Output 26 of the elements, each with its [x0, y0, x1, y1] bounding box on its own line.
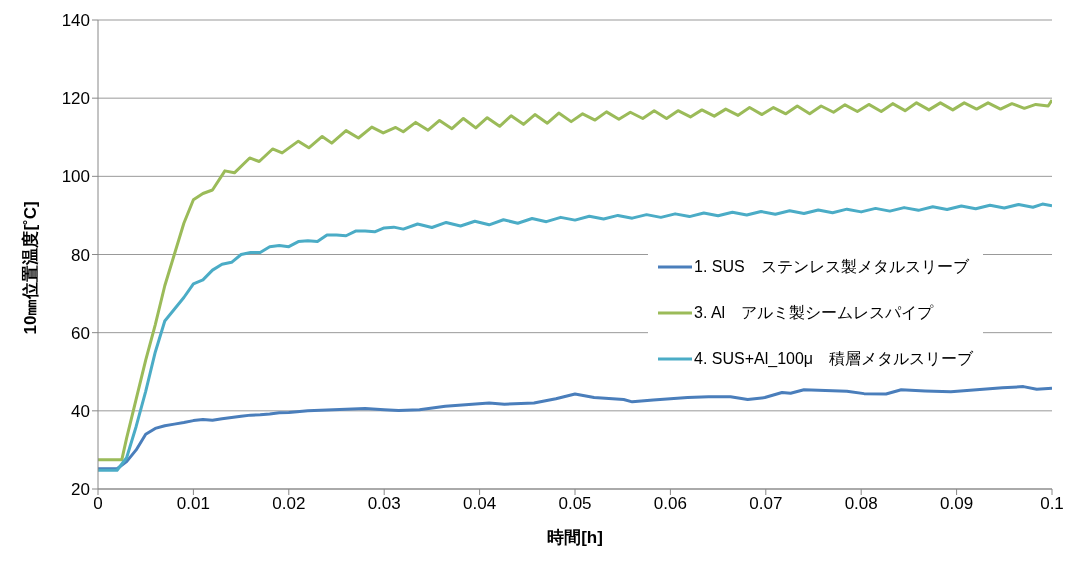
x-tick-label: 0.1 [1040, 494, 1064, 514]
x-tick-label: 0.08 [844, 494, 878, 514]
y-tick-label: 60 [71, 323, 90, 343]
legend-label: 4. SUS+Al_100μ 積層メタルスリーブ [694, 348, 974, 369]
x-tick-label: 0.09 [940, 494, 974, 514]
x-tick-label: 0.03 [367, 494, 401, 514]
y-tick-label: 140 [61, 11, 90, 31]
legend-label: 1. SUS ステンレス製メタルスリーブ [694, 256, 969, 277]
y-tick-label: 100 [61, 167, 90, 187]
x-tick-label: 0.07 [749, 494, 783, 514]
line-series [98, 98, 1052, 462]
y-tick-label: 20 [71, 480, 90, 500]
legend-label: 3. Al アルミ製シームレスパイプ [694, 302, 934, 323]
y-axis-title: 10㎜位置温度[˚C] [21, 201, 41, 335]
x-tick-label: 0.04 [463, 494, 497, 514]
x-tick-label: 0.06 [653, 494, 687, 514]
line-series [98, 385, 1052, 471]
line-series [98, 202, 1052, 472]
y-tick-label: 120 [61, 89, 90, 109]
y-tick-label: 80 [71, 245, 90, 265]
x-tick-label: 0.02 [272, 494, 306, 514]
x-tick-label: 0 [93, 494, 103, 514]
x-axis-title: 時間[h] [547, 528, 603, 547]
x-tick-label: 0.05 [558, 494, 592, 514]
x-tick-label: 0.01 [176, 494, 210, 514]
y-tick-label: 40 [71, 401, 90, 421]
